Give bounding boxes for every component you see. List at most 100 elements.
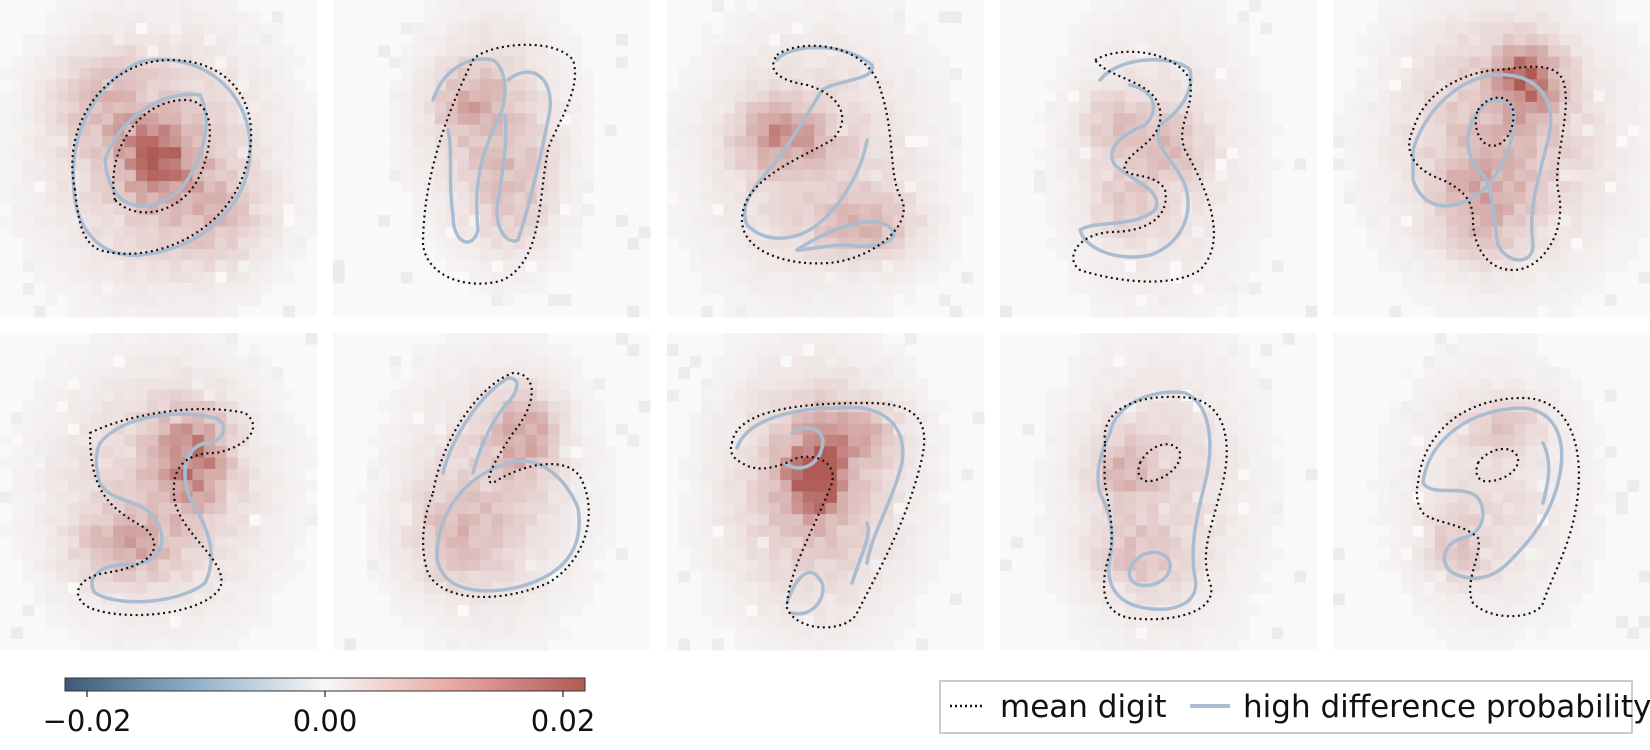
heatmap-cell — [1514, 56, 1526, 69]
heatmap-cell — [791, 101, 804, 114]
heatmap-cell — [1135, 344, 1148, 357]
heatmap-cell — [780, 570, 792, 583]
heatmap-cell — [1215, 215, 1227, 227]
heatmap-cell — [271, 389, 284, 402]
heatmap-cell — [446, 124, 458, 137]
heatmap-cell — [514, 215, 526, 227]
heatmap-cell — [802, 283, 815, 295]
heatmap-cell — [90, 536, 103, 549]
heatmap-cell — [859, 525, 872, 538]
heatmap-cell — [1593, 33, 1606, 46]
heatmap-cell — [1237, 45, 1250, 58]
heatmap-cell — [294, 536, 307, 549]
heatmap-cell — [169, 22, 182, 35]
heatmap-cell — [468, 604, 481, 617]
heatmap-cell — [283, 389, 295, 402]
heatmap-cell — [1260, 22, 1273, 35]
heatmap-cell — [1457, 135, 1470, 148]
heatmap-cell — [559, 260, 572, 273]
heatmap-cell — [1271, 480, 1284, 492]
heatmap-cell — [780, 502, 792, 515]
heatmap-cell — [882, 101, 894, 114]
heatmap-cell — [1192, 389, 1205, 402]
heatmap-cell — [423, 135, 436, 148]
heatmap-cell — [1389, 135, 1402, 148]
heatmap-cell — [45, 135, 58, 148]
heatmap-cell — [870, 502, 883, 515]
heatmap-cell — [1378, 124, 1391, 137]
heatmap-cell — [378, 446, 391, 458]
heatmap-cell — [1446, 249, 1458, 261]
heatmap-cell — [283, 446, 295, 458]
heatmap-cell — [56, 355, 69, 368]
heatmap-cell — [1079, 147, 1091, 159]
heatmap-cell — [791, 344, 804, 357]
heatmap-cell — [559, 491, 572, 504]
heatmap-cell — [916, 400, 928, 413]
heatmap-cell — [791, 283, 804, 295]
heatmap-cell — [893, 389, 906, 402]
heatmap-cell — [1124, 67, 1137, 80]
heatmap-cell — [1158, 344, 1171, 357]
heatmap-cell — [158, 169, 171, 182]
heatmap-cell — [502, 260, 515, 273]
heatmap-cell — [1366, 101, 1379, 114]
heatmap-cell — [904, 124, 917, 137]
heatmap-cell — [412, 457, 424, 470]
heatmap-cell — [181, 344, 193, 357]
heatmap-cell — [927, 548, 940, 560]
heatmap-cell — [446, 389, 458, 402]
heatmap-cell — [1514, 79, 1526, 91]
heatmap-cell — [848, 604, 860, 617]
heatmap-cell — [468, 169, 481, 182]
heatmap-cell — [904, 378, 917, 391]
heatmap-cell — [1181, 412, 1193, 424]
heatmap-cell — [814, 22, 826, 35]
heatmap-cell — [260, 45, 273, 58]
heatmap-cell — [882, 491, 894, 504]
heatmap-cell — [802, 559, 815, 572]
heatmap-cell — [700, 378, 713, 391]
heatmap-cell — [712, 593, 725, 606]
heatmap-cell — [525, 0, 538, 12]
heatmap-cell — [1593, 147, 1606, 159]
heatmap-cell — [667, 389, 679, 402]
heatmap-cell — [147, 446, 159, 458]
heatmap-cell — [802, 333, 815, 345]
heatmap-cell — [434, 423, 447, 436]
heatmap-cell — [423, 502, 436, 515]
heatmap-cell — [400, 147, 413, 159]
heatmap-cell — [1514, 215, 1526, 227]
heatmap-cell — [712, 147, 725, 159]
heatmap-cell — [893, 0, 906, 12]
heatmap-cell — [124, 181, 137, 193]
heatmap-cell — [158, 446, 171, 458]
heatmap-cell — [916, 536, 928, 549]
heatmap-cell — [90, 412, 103, 424]
heatmap-cell — [904, 283, 917, 295]
heatmap-cell — [780, 434, 792, 447]
heatmap-cell — [1249, 67, 1261, 80]
heatmap-cell — [802, 525, 815, 538]
heatmap-cell — [1593, 271, 1606, 284]
heatmap-cell — [1525, 192, 1538, 205]
heatmap-cell — [226, 502, 239, 515]
heatmap-cell — [723, 22, 736, 35]
heatmap-cell — [101, 135, 114, 148]
heatmap-cell — [423, 215, 436, 227]
heatmap-cell — [1604, 33, 1617, 46]
heatmap-cell — [355, 491, 368, 504]
heatmap-cell — [1056, 412, 1069, 424]
heatmap-cell — [904, 548, 917, 560]
heatmap-cell — [1412, 79, 1424, 91]
heatmap-cell — [90, 305, 103, 318]
heatmap-cell — [90, 271, 103, 284]
heatmap-cell — [582, 423, 594, 436]
heatmap-cell — [916, 446, 928, 458]
heatmap-cell — [916, 79, 928, 91]
heatmap-cell — [1366, 45, 1379, 58]
heatmap-cell — [400, 536, 413, 549]
heatmap-cell — [1604, 90, 1617, 103]
heatmap-cell — [1423, 0, 1436, 12]
heatmap-cell — [158, 400, 171, 413]
